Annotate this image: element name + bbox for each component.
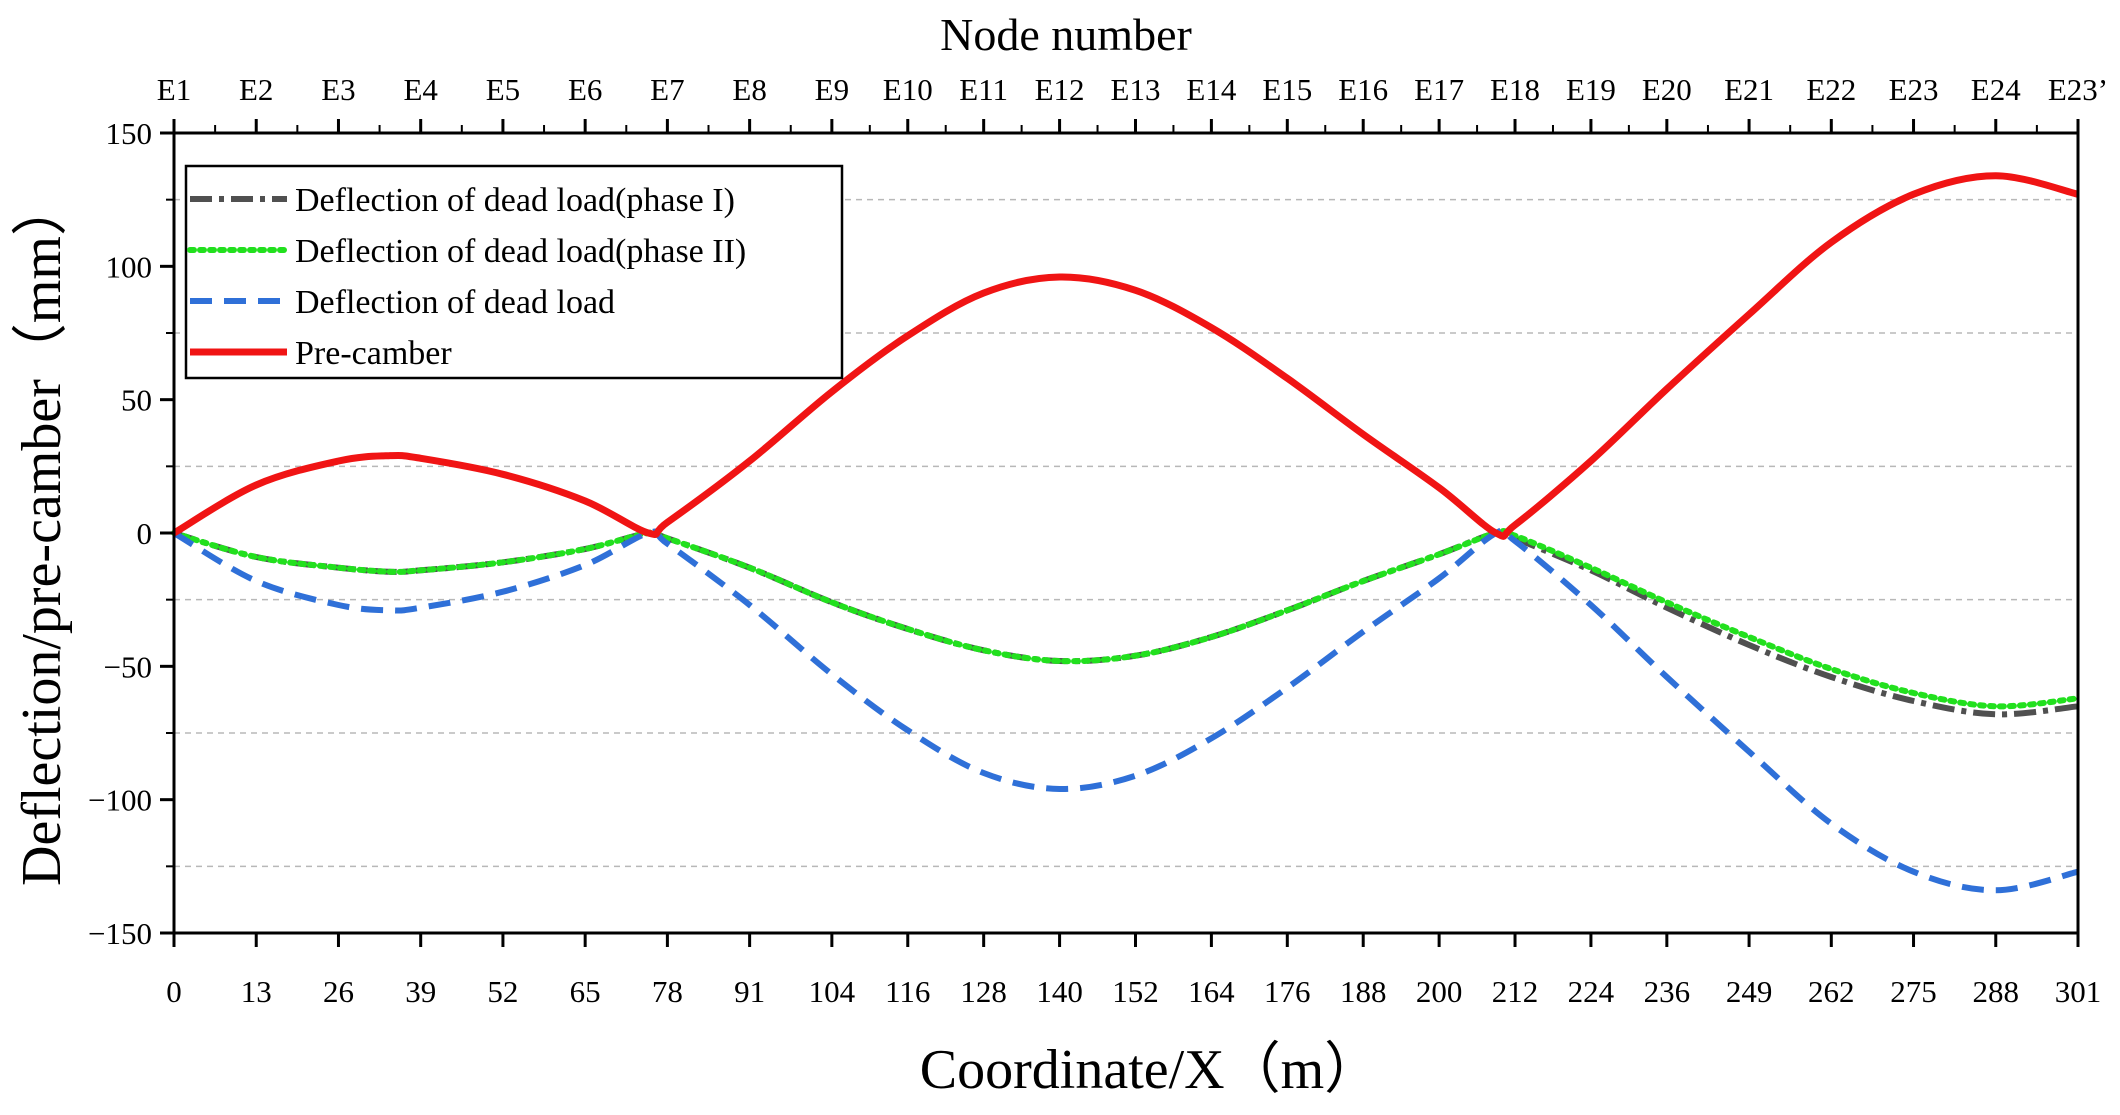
node-label: E18 bbox=[1490, 72, 1540, 107]
node-label: E14 bbox=[1186, 72, 1236, 107]
node-label: E8 bbox=[732, 72, 766, 107]
node-label: E24 bbox=[1971, 72, 2021, 107]
top-axis-title: Node number bbox=[940, 9, 1192, 60]
legend-label: Pre-camber bbox=[295, 335, 452, 372]
series-line-2 bbox=[171, 527, 2081, 710]
x-tick-label: 188 bbox=[1340, 974, 1387, 1009]
x-tick-label: 104 bbox=[809, 974, 856, 1009]
node-label: E11 bbox=[959, 72, 1008, 107]
x-tick-label: 152 bbox=[1112, 974, 1159, 1009]
x-tick-label: 236 bbox=[1644, 974, 1691, 1009]
x-tick-label: 91 bbox=[734, 974, 765, 1009]
node-label: E9 bbox=[815, 72, 849, 107]
x-tick-label: 249 bbox=[1726, 974, 1773, 1009]
x-tick-label: 275 bbox=[1890, 974, 1937, 1009]
node-label: E12 bbox=[1035, 72, 1085, 107]
node-label: E23 bbox=[1889, 72, 1939, 107]
x-tick-label: 301 bbox=[2055, 974, 2102, 1009]
x-axis-title: Coordinate/X（m） bbox=[920, 1039, 1380, 1101]
node-label: E5 bbox=[486, 72, 520, 107]
y-axis-title: Deflection/pre-camber（mm） bbox=[11, 180, 73, 886]
series-group bbox=[171, 172, 2081, 894]
x-tick-label: 0 bbox=[166, 974, 182, 1009]
x-tick-label: 52 bbox=[487, 974, 518, 1009]
y-tick-label: 0 bbox=[137, 516, 153, 551]
y-tick-label: −100 bbox=[88, 783, 152, 818]
node-label: E7 bbox=[650, 72, 684, 107]
x-tick-label: 65 bbox=[570, 974, 601, 1009]
axes: 0 E1 13 E2 26 E3 39 E4 52 E5 65 E6 78 E7 91 E8 104 E9 116 E… bbox=[88, 72, 2108, 1009]
x-tick-label: 176 bbox=[1264, 974, 1311, 1009]
node-label: E16 bbox=[1338, 72, 1388, 107]
x-tick-label: 116 bbox=[885, 974, 930, 1009]
legend: Deflection of dead load(phase I) Deflecti… bbox=[184, 164, 844, 380]
node-label: E20 bbox=[1642, 72, 1692, 107]
node-label: E13 bbox=[1111, 72, 1161, 107]
x-tick-label: 164 bbox=[1188, 974, 1235, 1009]
y-tick-label: −50 bbox=[104, 649, 152, 684]
x-tick-label: 78 bbox=[652, 974, 683, 1009]
legend-label: Deflection of dead load bbox=[295, 284, 615, 321]
y-tick-label: 50 bbox=[121, 383, 152, 418]
node-label: E22 bbox=[1806, 72, 1856, 107]
x-tick-label: 128 bbox=[960, 974, 1007, 1009]
x-tick-label: 39 bbox=[405, 974, 436, 1009]
series-line-1 bbox=[173, 528, 2079, 718]
series-line-3 bbox=[172, 526, 2079, 894]
node-label: E3 bbox=[321, 72, 355, 107]
node-label: E17 bbox=[1414, 72, 1464, 107]
legend-label: Deflection of dead load(phase I) bbox=[295, 182, 735, 219]
x-tick-label: 224 bbox=[1568, 974, 1615, 1009]
legend-box bbox=[184, 164, 844, 380]
node-label: E4 bbox=[403, 72, 438, 107]
x-tick-label: 140 bbox=[1036, 974, 1083, 1009]
y-tick-label: −150 bbox=[88, 916, 152, 951]
x-tick-label: 262 bbox=[1808, 974, 1855, 1009]
gridlines bbox=[174, 198, 2078, 868]
node-label: E19 bbox=[1566, 72, 1616, 107]
x-tick-label: 200 bbox=[1416, 974, 1463, 1009]
x-tick-label: 288 bbox=[1973, 974, 2020, 1009]
node-label: E21 bbox=[1724, 72, 1774, 107]
node-label: E15 bbox=[1262, 72, 1312, 107]
node-label: E23’ bbox=[2048, 72, 2108, 107]
node-label: E6 bbox=[568, 72, 602, 107]
node-label: E10 bbox=[883, 72, 933, 107]
node-label: E1 bbox=[157, 72, 191, 107]
y-tick-label: 100 bbox=[106, 249, 153, 284]
x-tick-label: 13 bbox=[241, 974, 272, 1009]
series-line-4 bbox=[172, 172, 2079, 540]
y-tick-label: 150 bbox=[106, 116, 153, 151]
x-tick-label: 26 bbox=[323, 974, 354, 1009]
node-label: E2 bbox=[239, 72, 273, 107]
legend-label: Deflection of dead load(phase II) bbox=[295, 233, 746, 270]
x-tick-label: 212 bbox=[1492, 974, 1539, 1009]
